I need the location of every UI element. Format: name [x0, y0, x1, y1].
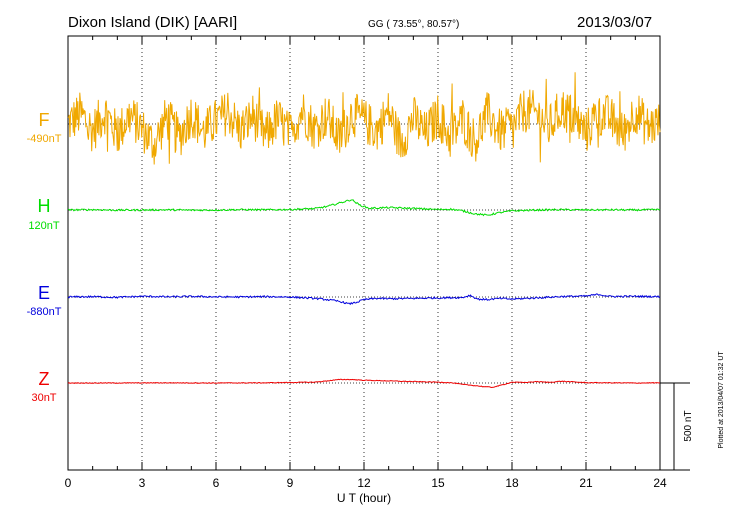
station-title: Dixon Island (DIK) [AARI]	[68, 14, 237, 31]
series-line-H	[67, 199, 661, 217]
series-name-H: H	[38, 196, 51, 216]
x-tick-label-6: 6	[213, 476, 220, 490]
series-group	[67, 72, 661, 389]
station-coords: GG ( 73.55°, 80.57°)	[368, 19, 459, 30]
series-line-F	[67, 72, 661, 165]
series-name-Z: Z	[39, 369, 50, 389]
series-baseline-H: 120nT	[28, 220, 59, 232]
scale-bar: 500 nT	[660, 382, 694, 471]
x-axis-label: U T (hour)	[337, 491, 391, 505]
x-tick-label-15: 15	[431, 476, 445, 490]
series-baseline-F: -490nT	[27, 133, 62, 145]
x-tick-label-9: 9	[287, 476, 294, 490]
x-tick-label-18: 18	[505, 476, 519, 490]
series-name-E: E	[38, 283, 50, 303]
x-tick-label-21: 21	[579, 476, 593, 490]
x-axis: 0 3 6 9 12 15 18 21 24	[65, 36, 667, 490]
series-line-Z	[67, 378, 661, 389]
scale-bar-label: 500 nT	[683, 410, 694, 441]
series-baseline-E: -880nT	[27, 306, 62, 318]
x-tick-label-12: 12	[357, 476, 371, 490]
x-tick-label-0: 0	[65, 476, 72, 490]
series-labels: F -490nT H 120nT E -880nT Z 30nT	[27, 110, 62, 404]
x-tick-label-24: 24	[653, 476, 667, 490]
plot-stamp: Plotted at 2013/04/07 01:32 UT	[718, 351, 725, 449]
series-name-F: F	[39, 110, 50, 130]
series-line-E	[67, 293, 661, 306]
series-baseline-Z: 30nT	[31, 392, 56, 404]
x-tick-label-3: 3	[139, 476, 146, 490]
chart-date: 2013/03/07	[577, 14, 652, 31]
